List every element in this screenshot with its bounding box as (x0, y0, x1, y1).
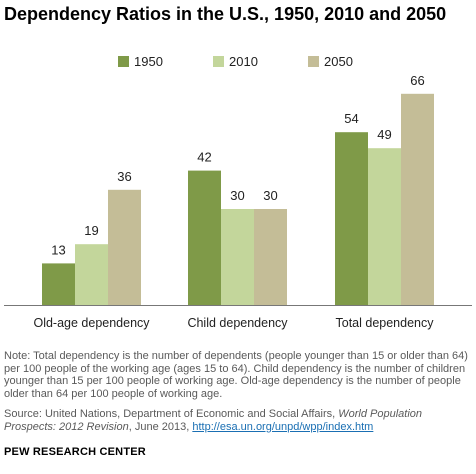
bar-chart: 1950 2010 2050 13 19 36 42 30 30 54 49 66 Old-age … (4, 54, 472, 330)
bar-2050-2 (401, 93, 434, 305)
value-label-2050-1: 30 (263, 188, 277, 203)
legend-swatch-1950 (118, 56, 129, 67)
bar-1950-2 (335, 132, 368, 305)
value-label-2050-2: 66 (410, 73, 424, 88)
value-label-1950-1: 42 (197, 150, 211, 165)
chart-source: Source: United Nations, Department of Ec… (4, 408, 472, 433)
value-label-2050-0: 36 (117, 169, 131, 184)
legend-label-1950: 1950 (134, 54, 163, 69)
bar-1950-0 (42, 263, 75, 305)
source-publication: World Population Prospects: 2012 Revisio… (4, 408, 423, 433)
chart-title: Dependency Ratios in the U.S., 1950, 201… (4, 4, 447, 24)
value-label-2010-2: 49 (377, 127, 391, 142)
source-middle: , June 2013, (128, 420, 193, 433)
category-label-1: Child dependency (187, 316, 288, 330)
value-label-2010-0: 19 (84, 223, 98, 238)
bar-2010-1 (221, 209, 254, 305)
category-labels: Old-age dependency Child dependency Total … (33, 316, 434, 330)
source-prefix: Source: United Nations, Department of Ec… (4, 408, 339, 420)
bar-2010-2 (368, 148, 401, 305)
legend-swatch-2010 (213, 56, 224, 67)
category-label-0: Old-age dependency (33, 316, 150, 330)
category-label-2: Total dependency (336, 316, 435, 330)
bar-2050-1 (254, 209, 287, 305)
bar-1950-1 (188, 170, 221, 305)
legend-label-2050: 2050 (324, 54, 353, 69)
bar-2050-0 (108, 189, 141, 305)
value-label-1950-2: 54 (344, 111, 358, 126)
bars (42, 93, 434, 305)
value-label-1950-0: 13 (51, 242, 65, 257)
value-labels: 13 19 36 42 30 30 54 49 66 (51, 73, 424, 258)
chart-note: Note: Total dependency is the number of … (4, 350, 468, 400)
legend-label-2010: 2010 (229, 54, 258, 69)
pew-research-logo-text: PEW RESEARCH CENTER (4, 446, 146, 458)
legend-swatch-2050 (308, 56, 319, 67)
value-label-2010-1: 30 (230, 188, 244, 203)
legend: 1950 2010 2050 (118, 54, 353, 69)
source-link[interactable]: http://esa.un.org/unpd/wpp/index.htm (192, 420, 374, 433)
bar-2010-0 (75, 244, 108, 305)
